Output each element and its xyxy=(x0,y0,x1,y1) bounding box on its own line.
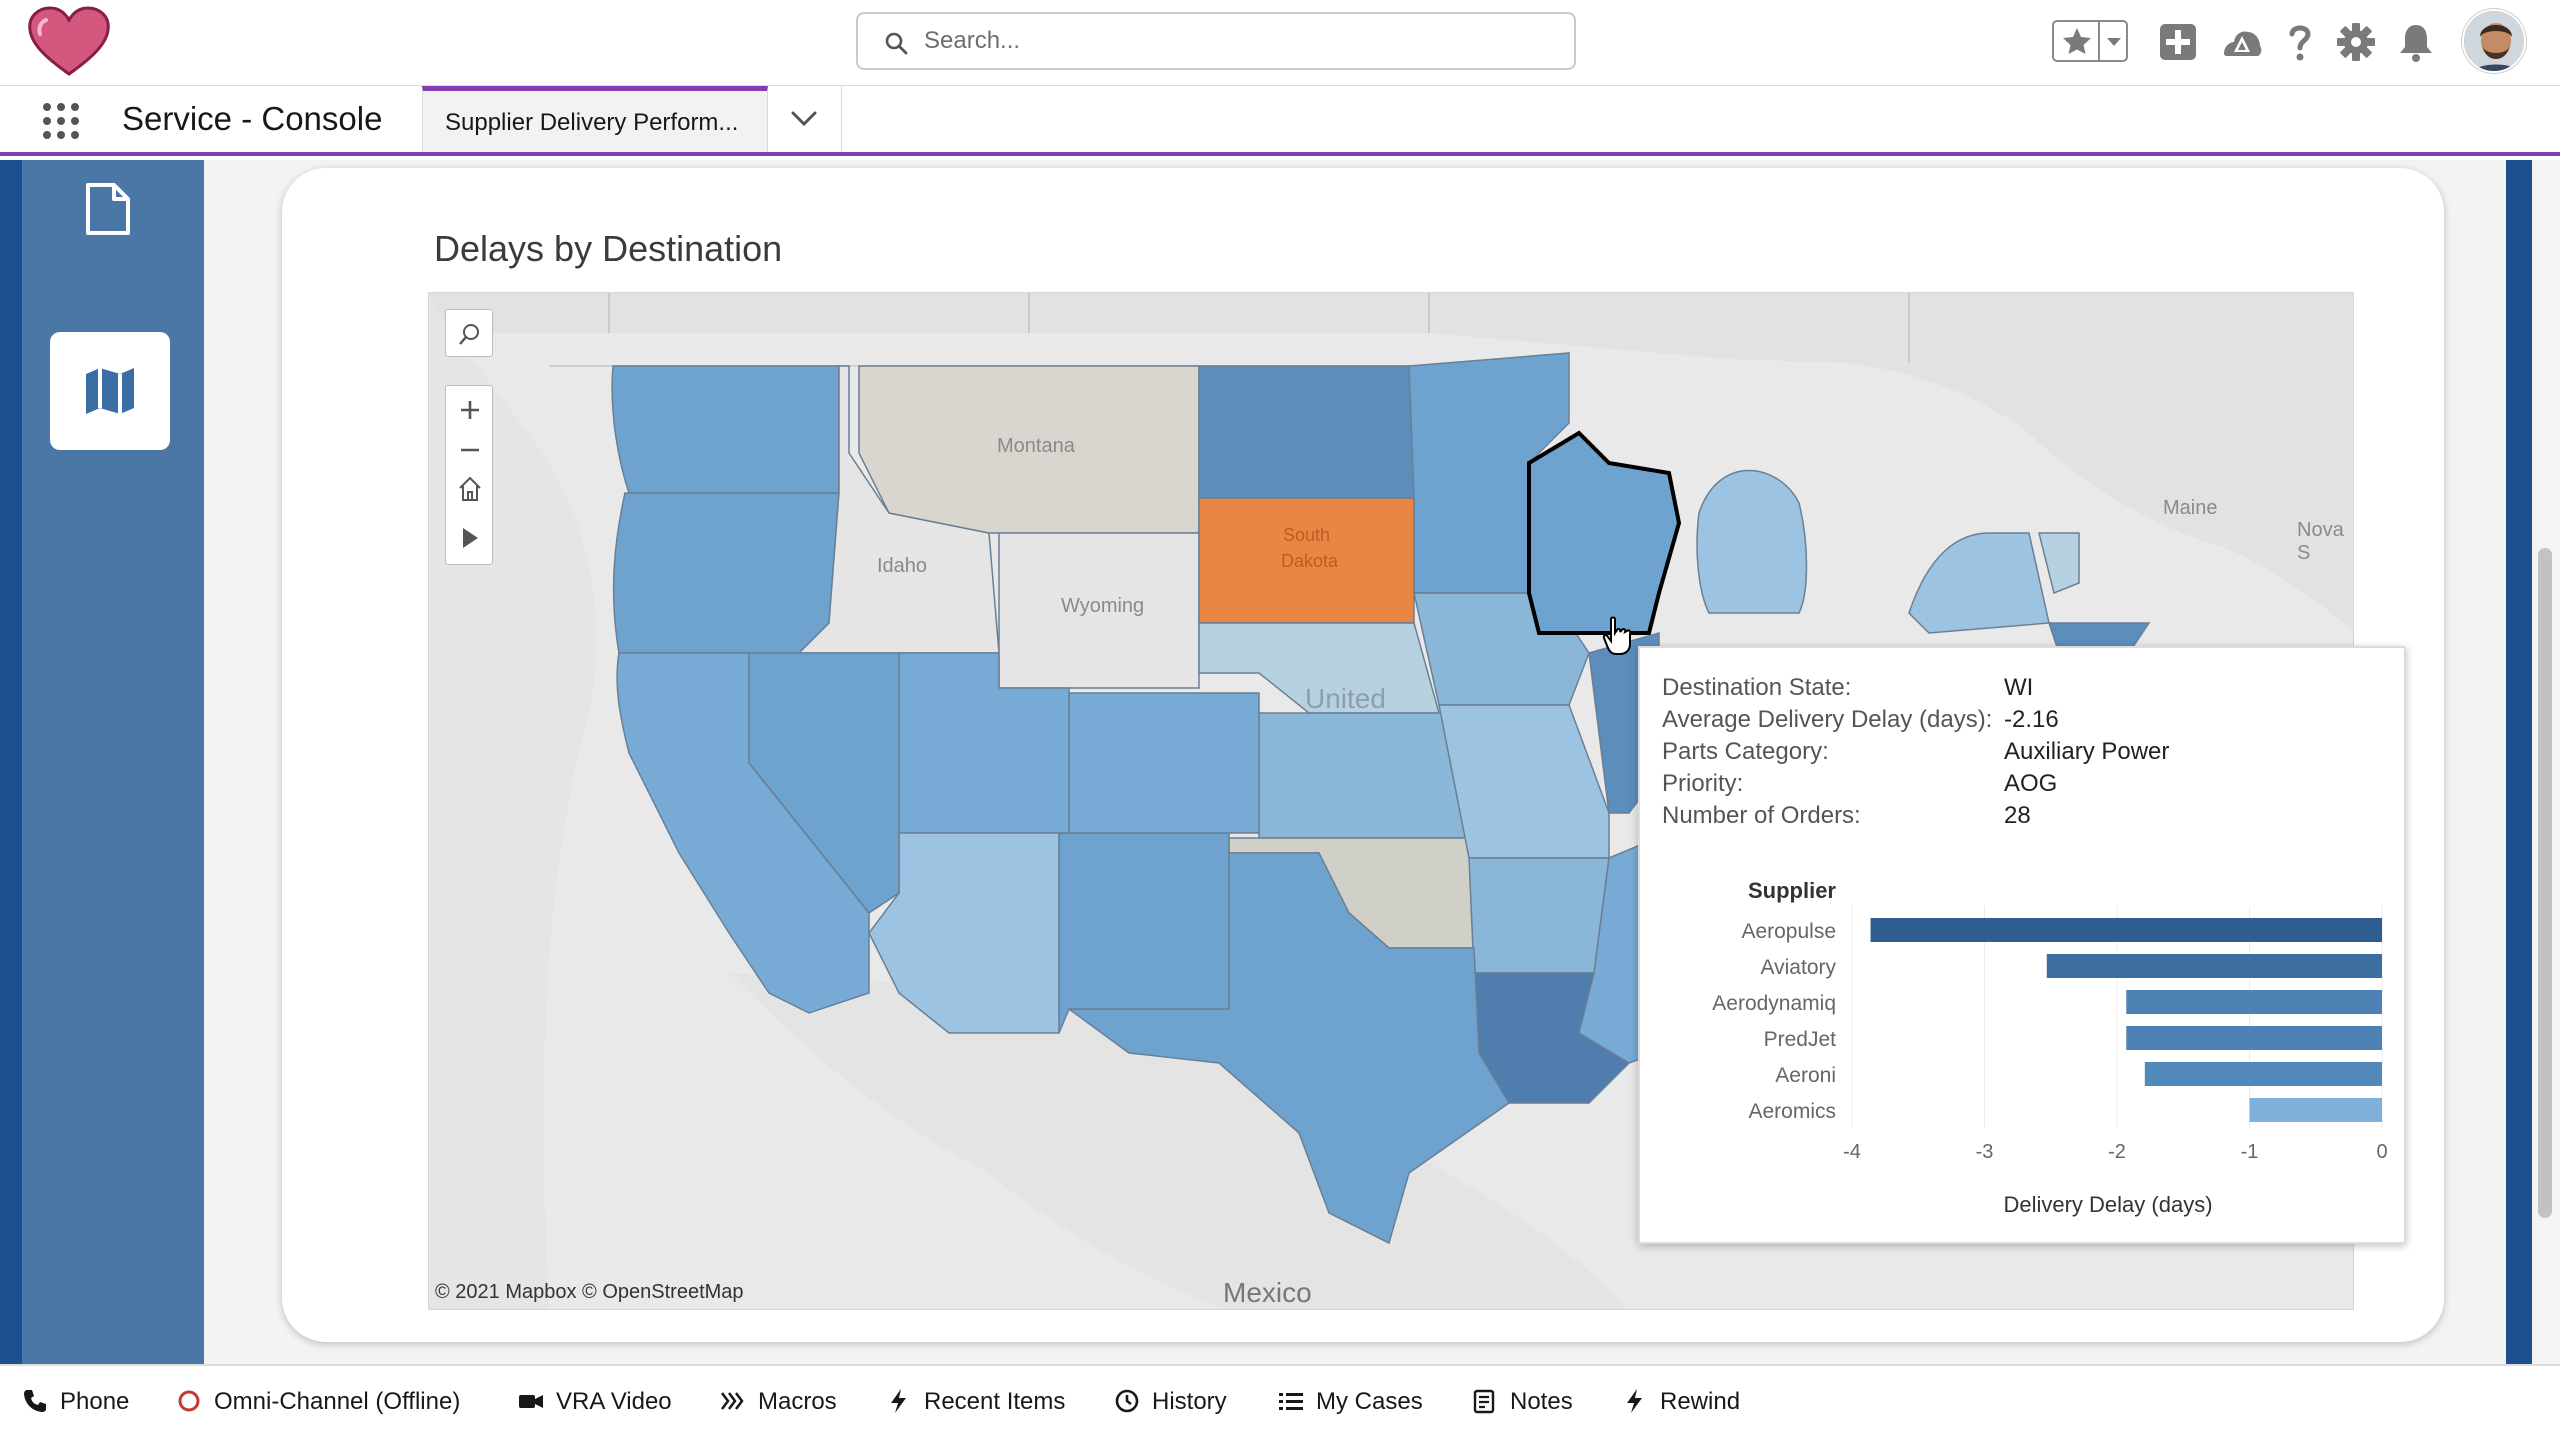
search-icon xyxy=(885,32,908,55)
notifications-bell-icon[interactable] xyxy=(2394,20,2438,64)
map-tooltip: Destination State: WI Average Delivery D… xyxy=(1638,646,2406,1244)
favorites-star-icon xyxy=(2063,28,2091,54)
map-label-united: United xyxy=(1305,683,1386,714)
chart-bar[interactable] xyxy=(2249,1098,2383,1122)
utility-label: Phone xyxy=(60,1388,130,1415)
utility-label: Rewind xyxy=(1660,1388,1741,1415)
scrollbar-thumb[interactable] xyxy=(2538,548,2552,1218)
help-icon[interactable] xyxy=(2278,20,2322,64)
map-label-montana: Montana xyxy=(997,435,1075,457)
zoom-out-icon[interactable] xyxy=(458,438,482,462)
chart-tick-label: -2 xyxy=(2108,1141,2126,1163)
hand-cursor-icon xyxy=(1602,616,1632,655)
trailhead-icon[interactable] xyxy=(2220,20,2264,64)
tooltip-key: Number of Orders: xyxy=(1662,802,1861,829)
tooltip-key: Destination State: xyxy=(1662,674,1852,701)
notes-icon xyxy=(1473,1389,1495,1414)
chart-tick-label: -4 xyxy=(1843,1141,1861,1163)
chevron-down-icon xyxy=(791,111,817,127)
favorites-divider xyxy=(2098,22,2100,60)
map-label-south: South xyxy=(1283,525,1331,545)
utility-label: Notes xyxy=(1510,1388,1573,1415)
phone-icon xyxy=(24,1390,46,1412)
chart-category-label: Aerodynamiq xyxy=(1712,992,1836,1015)
tooltip-key: Average Delivery Delay (days): xyxy=(1662,706,1993,733)
map-label-dakota: Dakota xyxy=(1281,551,1339,571)
bolt-icon xyxy=(891,1389,906,1413)
map-label-idaho: Idaho xyxy=(877,555,928,577)
map-view-button[interactable] xyxy=(50,332,170,450)
tooltip-value: -2.16 xyxy=(2004,706,2059,733)
tooltip-value: 28 xyxy=(2004,802,2031,829)
tooltip-value: Auxiliary Power xyxy=(2004,738,2170,765)
map-attribution[interactable]: © 2021 Mapbox © OpenStreetMap xyxy=(435,1281,744,1303)
offline-status-icon xyxy=(178,1390,200,1412)
utility-label: Macros xyxy=(758,1388,837,1415)
search-icon xyxy=(459,324,479,345)
setup-gear-icon[interactable] xyxy=(2334,20,2378,64)
bolt-icon xyxy=(1627,1389,1642,1413)
tab-label: Supplier Delivery Perform... xyxy=(445,109,739,136)
tooltip-key: Parts Category: xyxy=(1662,738,1829,765)
utility-label: Recent Items xyxy=(924,1388,1066,1415)
avatar-image-icon xyxy=(2464,11,2524,71)
chart-bar[interactable] xyxy=(2126,1026,2382,1050)
tab-supplier-delivery-performance[interactable]: Supplier Delivery Perform... xyxy=(422,86,768,152)
map-icon xyxy=(86,368,134,414)
tooltip-key: Priority: xyxy=(1662,770,1744,797)
video-icon xyxy=(519,1395,543,1408)
heart-logo-icon[interactable] xyxy=(26,6,112,78)
app-name: Service - Console xyxy=(122,100,383,137)
chevron-down-icon[interactable] xyxy=(2106,36,2122,48)
macros-icon xyxy=(721,1392,744,1410)
tab-overflow-button[interactable] xyxy=(768,86,842,152)
utility-label: My Cases xyxy=(1316,1388,1423,1415)
supplier-delay-chart: Supplier Aeropulse Aviatory Aerodynamiq Pre… xyxy=(1712,878,2387,1217)
chart-category-label: Aeroni xyxy=(1775,1064,1836,1087)
chart-category-label: Aviatory xyxy=(1761,956,1837,979)
search-input[interactable] xyxy=(924,22,1544,60)
document-icon[interactable] xyxy=(84,182,132,236)
chart-bar[interactable] xyxy=(1870,918,2382,942)
utility-label: History xyxy=(1152,1388,1227,1415)
chart-bar[interactable] xyxy=(2126,990,2382,1014)
chart-tick-label: -1 xyxy=(2241,1141,2259,1163)
favorites-button[interactable] xyxy=(2052,20,2128,62)
map-zoom-controls xyxy=(445,385,493,565)
list-icon xyxy=(1279,1393,1303,1410)
zoom-in-icon[interactable] xyxy=(458,398,482,422)
chart-bar[interactable] xyxy=(2046,954,2382,978)
utility-label: Omni-Channel (Offline) xyxy=(214,1388,461,1415)
map-label-nova: Nova S xyxy=(2297,519,2344,564)
viz-title: Delays by Destination xyxy=(434,228,783,269)
chart-category-label: Aeropulse xyxy=(1741,920,1836,943)
global-actions-add-icon[interactable] xyxy=(2156,20,2200,64)
global-search[interactable] xyxy=(856,12,1576,70)
map-label-mexico: Mexico xyxy=(1223,1277,1312,1308)
chart-category-label: Aeromics xyxy=(1748,1100,1836,1123)
chart-tick-label: -3 xyxy=(1976,1141,1994,1163)
map-search-button[interactable] xyxy=(445,309,493,357)
play-icon[interactable] xyxy=(460,526,480,550)
app-launcher-icon[interactable] xyxy=(42,102,80,140)
map-label-maine: Maine xyxy=(2163,497,2218,519)
tooltip-value: AOG xyxy=(2004,770,2058,797)
home-icon[interactable] xyxy=(458,476,482,502)
utility-bar: Phone Omni-Channel (Offline) VRA Video M… xyxy=(0,1364,2560,1434)
tooltip-value: WI xyxy=(2004,674,2034,701)
sidebar-edge xyxy=(0,160,22,1364)
chart-category-label: PredJet xyxy=(1764,1028,1837,1051)
chart-tick-label: 0 xyxy=(2376,1141,2387,1163)
clock-icon xyxy=(1115,1389,1139,1413)
global-header xyxy=(0,0,2560,86)
app-nav-bar: Service - Console Supplier Delivery Perf… xyxy=(0,86,2560,156)
user-avatar[interactable] xyxy=(2462,9,2526,73)
chart-x-axis-label: Delivery Delay (days) xyxy=(2003,1192,2212,1217)
chart-category-header: Supplier xyxy=(1748,878,1836,903)
chart-bar[interactable] xyxy=(2144,1062,2382,1086)
us-map-svg xyxy=(429,293,2353,1309)
map-label-wyoming: Wyoming xyxy=(1061,595,1145,617)
utility-label: VRA Video xyxy=(556,1388,672,1415)
